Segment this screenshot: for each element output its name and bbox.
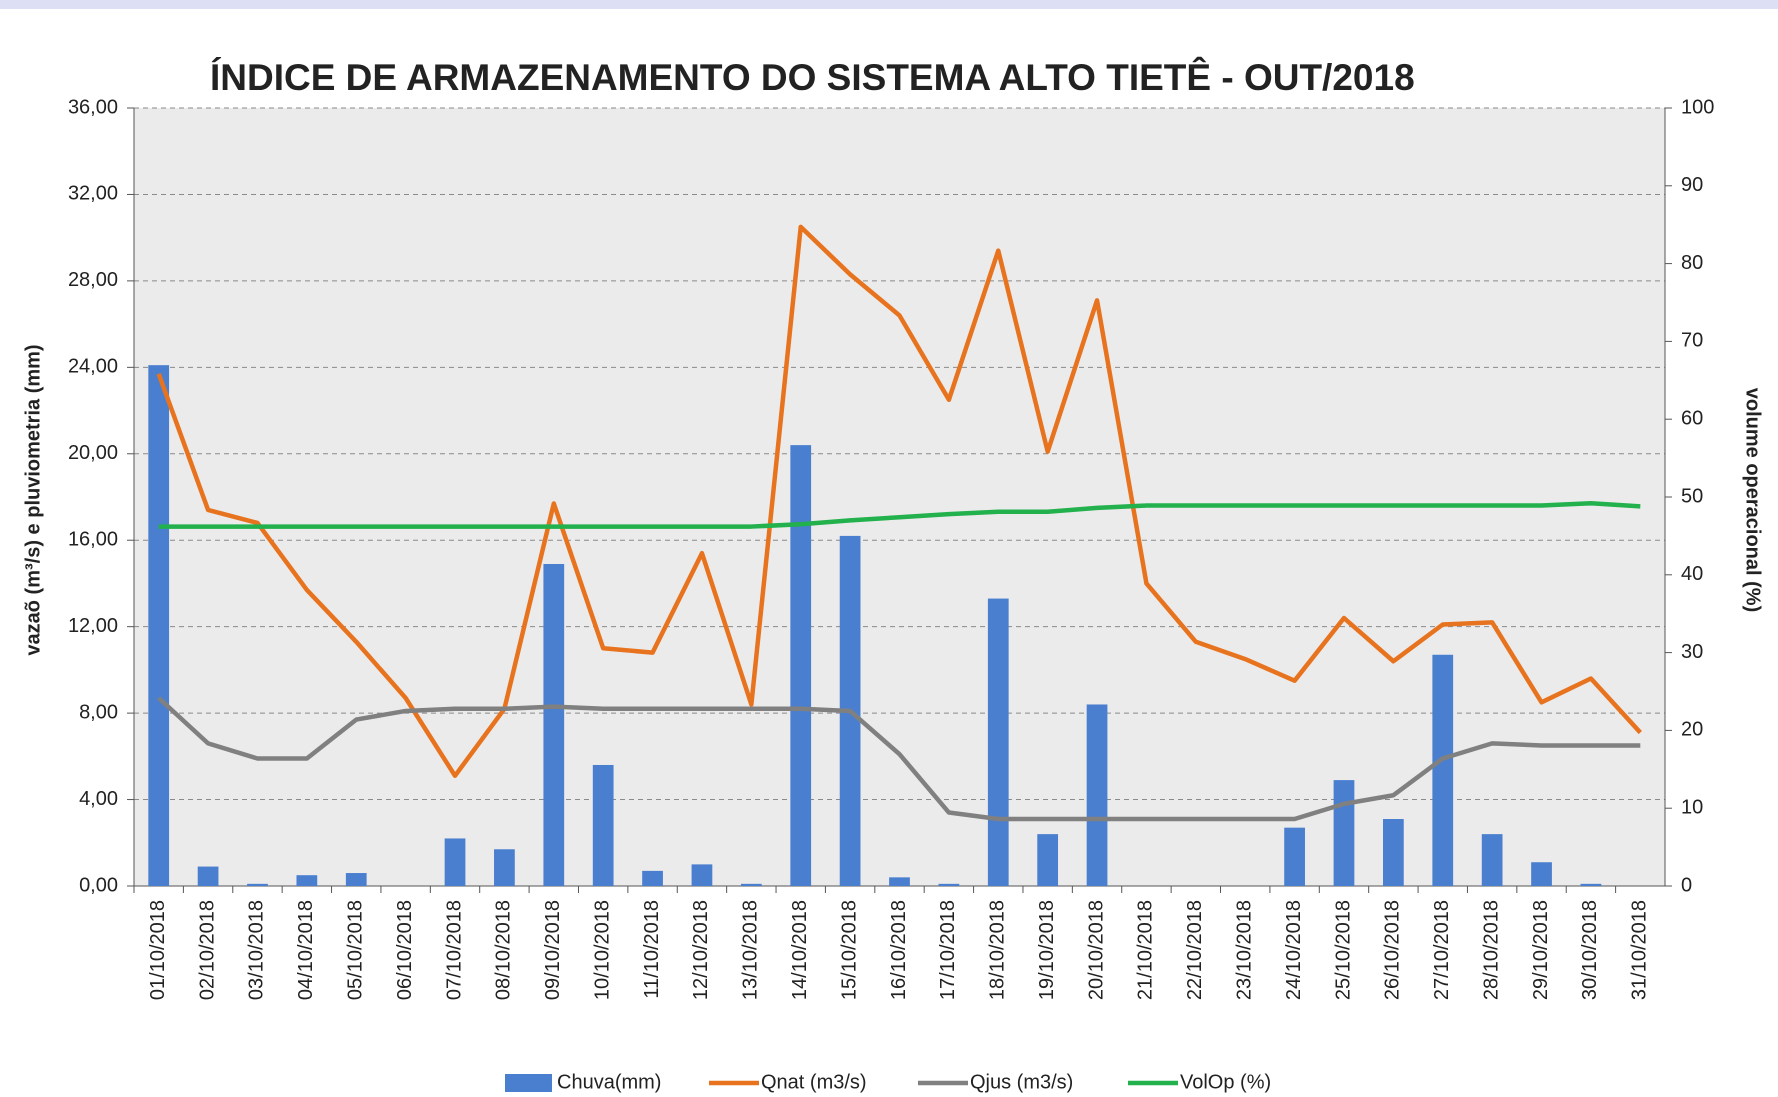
- line: [156, 224, 1642, 779]
- y-tick-label: 12,00: [68, 615, 118, 637]
- y-tick-label: 20,00: [68, 442, 118, 464]
- bar: [444, 838, 466, 886]
- x-tick-label: 12/10/2018: [690, 900, 712, 1000]
- y2-tick-label: 10: [1681, 796, 1703, 818]
- y2-tick-label: 60: [1681, 407, 1703, 429]
- x-tick-label: 19/10/2018: [1036, 900, 1058, 1000]
- y-tick-label: 8,00: [79, 701, 118, 723]
- bar: [740, 883, 762, 886]
- x-tick-label: 11/10/2018: [641, 900, 663, 999]
- bar: [148, 365, 170, 886]
- x-tick-label: 15/10/2018: [838, 900, 860, 1000]
- x-tick-label: 10/10/2018: [591, 900, 613, 1000]
- x-tick-label: 27/10/2018: [1431, 900, 1453, 1000]
- y2-tick-label: 100: [1681, 96, 1714, 118]
- bar: [691, 864, 713, 886]
- bar: [1086, 704, 1108, 886]
- x-tick-label: 31/10/2018: [1629, 900, 1651, 1000]
- bar: [1481, 834, 1503, 886]
- x-tick-label: 25/10/2018: [1332, 900, 1354, 1000]
- x-tick-label: 20/10/2018: [1085, 900, 1107, 1000]
- y-tick-label: 32,00: [68, 183, 118, 205]
- x-tick-label: 26/10/2018: [1382, 900, 1404, 1000]
- bar: [494, 849, 515, 886]
- bar: [1037, 834, 1059, 886]
- y-tick-label: 16,00: [68, 529, 118, 551]
- bar: [1284, 827, 1305, 886]
- bar: [1432, 654, 1454, 886]
- x-tick-label: 29/10/2018: [1530, 900, 1552, 1000]
- y2-tick-label: 30: [1681, 641, 1703, 663]
- x-tick-label: 08/10/2018: [493, 900, 515, 1000]
- x-tick-label: 16/10/2018: [888, 900, 910, 1000]
- bar: [1531, 862, 1552, 886]
- x-tick-label: 07/10/2018: [443, 900, 465, 1000]
- chart-title: ÍNDICE DE ARMAZENAMENTO DO SISTEMA ALTO …: [210, 56, 1415, 98]
- x-tick-label: 30/10/2018: [1579, 900, 1601, 1000]
- y-tick-label: 28,00: [68, 269, 118, 291]
- bar: [889, 877, 910, 886]
- y-tick-label: 4,00: [79, 788, 118, 810]
- y-tick-label: 0,00: [79, 874, 118, 896]
- x-tick-label: 22/10/2018: [1184, 900, 1206, 1000]
- y2-tick-label: 40: [1681, 563, 1703, 585]
- bar: [938, 883, 960, 886]
- bar: [543, 563, 565, 886]
- x-tick-label: 01/10/2018: [147, 900, 169, 1000]
- y-tick-label: 24,00: [68, 356, 118, 378]
- top-band: [0, 0, 1778, 9]
- y2-tick-label: 0: [1681, 874, 1692, 896]
- x-tick-label: 02/10/2018: [196, 900, 218, 1000]
- x-tick-label: 17/10/2018: [937, 900, 959, 1000]
- bar: [1580, 883, 1602, 886]
- legend-label: Qnat (m3/s): [761, 1071, 867, 1093]
- bar: [296, 875, 318, 886]
- y-tick-label: 36,00: [68, 96, 118, 118]
- y-axis-label: vazaõ (m³/s) e pluviometria (mm): [22, 344, 44, 655]
- x-tick-label: 14/10/2018: [789, 900, 811, 1000]
- x-tick-label: 03/10/2018: [246, 900, 268, 1000]
- bar: [1382, 819, 1404, 886]
- y2-tick-label: 70: [1681, 330, 1703, 352]
- x-tick-label: 06/10/2018: [394, 900, 416, 1000]
- bar: [642, 870, 663, 886]
- x-tick-label: 21/10/2018: [1135, 900, 1157, 1000]
- y2-tick-label: 20: [1681, 719, 1703, 741]
- line: [158, 500, 1641, 529]
- y2-tick-label: 50: [1681, 485, 1703, 507]
- x-tick-label: 04/10/2018: [295, 900, 317, 1000]
- legend-swatch: [505, 1074, 552, 1092]
- bar: [592, 764, 614, 886]
- x-tick-label: 18/10/2018: [987, 900, 1009, 1000]
- x-tick-label: 24/10/2018: [1283, 900, 1305, 1000]
- legend-label: Chuva(mm): [557, 1071, 661, 1093]
- bar: [197, 866, 219, 886]
- x-tick-label: 05/10/2018: [345, 900, 367, 1000]
- bar: [247, 883, 268, 886]
- bar: [790, 445, 812, 886]
- bar: [345, 873, 367, 886]
- x-tick-label: 28/10/2018: [1480, 900, 1502, 1000]
- y2-axis-label: volume operacional (%): [1742, 388, 1764, 613]
- legend-label: VolOp (%): [1180, 1071, 1271, 1093]
- y2-tick-label: 80: [1681, 252, 1703, 274]
- legend-label: Qjus (m3/s): [970, 1071, 1073, 1093]
- x-tick-label: 09/10/2018: [542, 900, 564, 1000]
- bar: [1333, 780, 1355, 886]
- x-tick-label: 23/10/2018: [1233, 900, 1255, 1000]
- y2-tick-label: 90: [1681, 174, 1703, 196]
- x-tick-label: 13/10/2018: [740, 900, 762, 1000]
- line: [157, 696, 1641, 822]
- bar: [987, 598, 1009, 886]
